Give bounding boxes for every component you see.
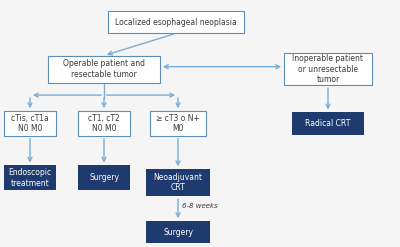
Text: Neoadjuvant
CRT: Neoadjuvant CRT [154, 173, 202, 192]
Text: Localized esophageal neoplasia: Localized esophageal neoplasia [115, 18, 237, 27]
Text: Surgery: Surgery [163, 228, 193, 237]
Text: Surgery: Surgery [89, 173, 119, 182]
FancyBboxPatch shape [4, 165, 56, 190]
FancyBboxPatch shape [284, 53, 372, 85]
Text: Radical CRT: Radical CRT [305, 119, 351, 128]
Text: Operable patient and
resectable tumor: Operable patient and resectable tumor [63, 60, 145, 79]
Text: ≥ cT3 o N+
M0: ≥ cT3 o N+ M0 [156, 114, 200, 133]
FancyBboxPatch shape [292, 112, 364, 135]
Text: Inoperable patient
or unresectable
tumor: Inoperable patient or unresectable tumor [292, 54, 364, 84]
FancyBboxPatch shape [150, 111, 206, 136]
Text: Endoscopic
treatment: Endoscopic treatment [8, 168, 52, 187]
FancyBboxPatch shape [146, 221, 210, 243]
Text: cT1, cT2
N0 M0: cT1, cT2 N0 M0 [88, 114, 120, 133]
FancyBboxPatch shape [48, 56, 160, 83]
Text: 6-8 weeks: 6-8 weeks [182, 203, 218, 209]
FancyBboxPatch shape [108, 11, 244, 33]
FancyBboxPatch shape [78, 111, 130, 136]
FancyBboxPatch shape [146, 169, 210, 196]
FancyBboxPatch shape [78, 165, 130, 190]
Text: cTis, cT1a
N0 M0: cTis, cT1a N0 M0 [11, 114, 49, 133]
FancyBboxPatch shape [4, 111, 56, 136]
